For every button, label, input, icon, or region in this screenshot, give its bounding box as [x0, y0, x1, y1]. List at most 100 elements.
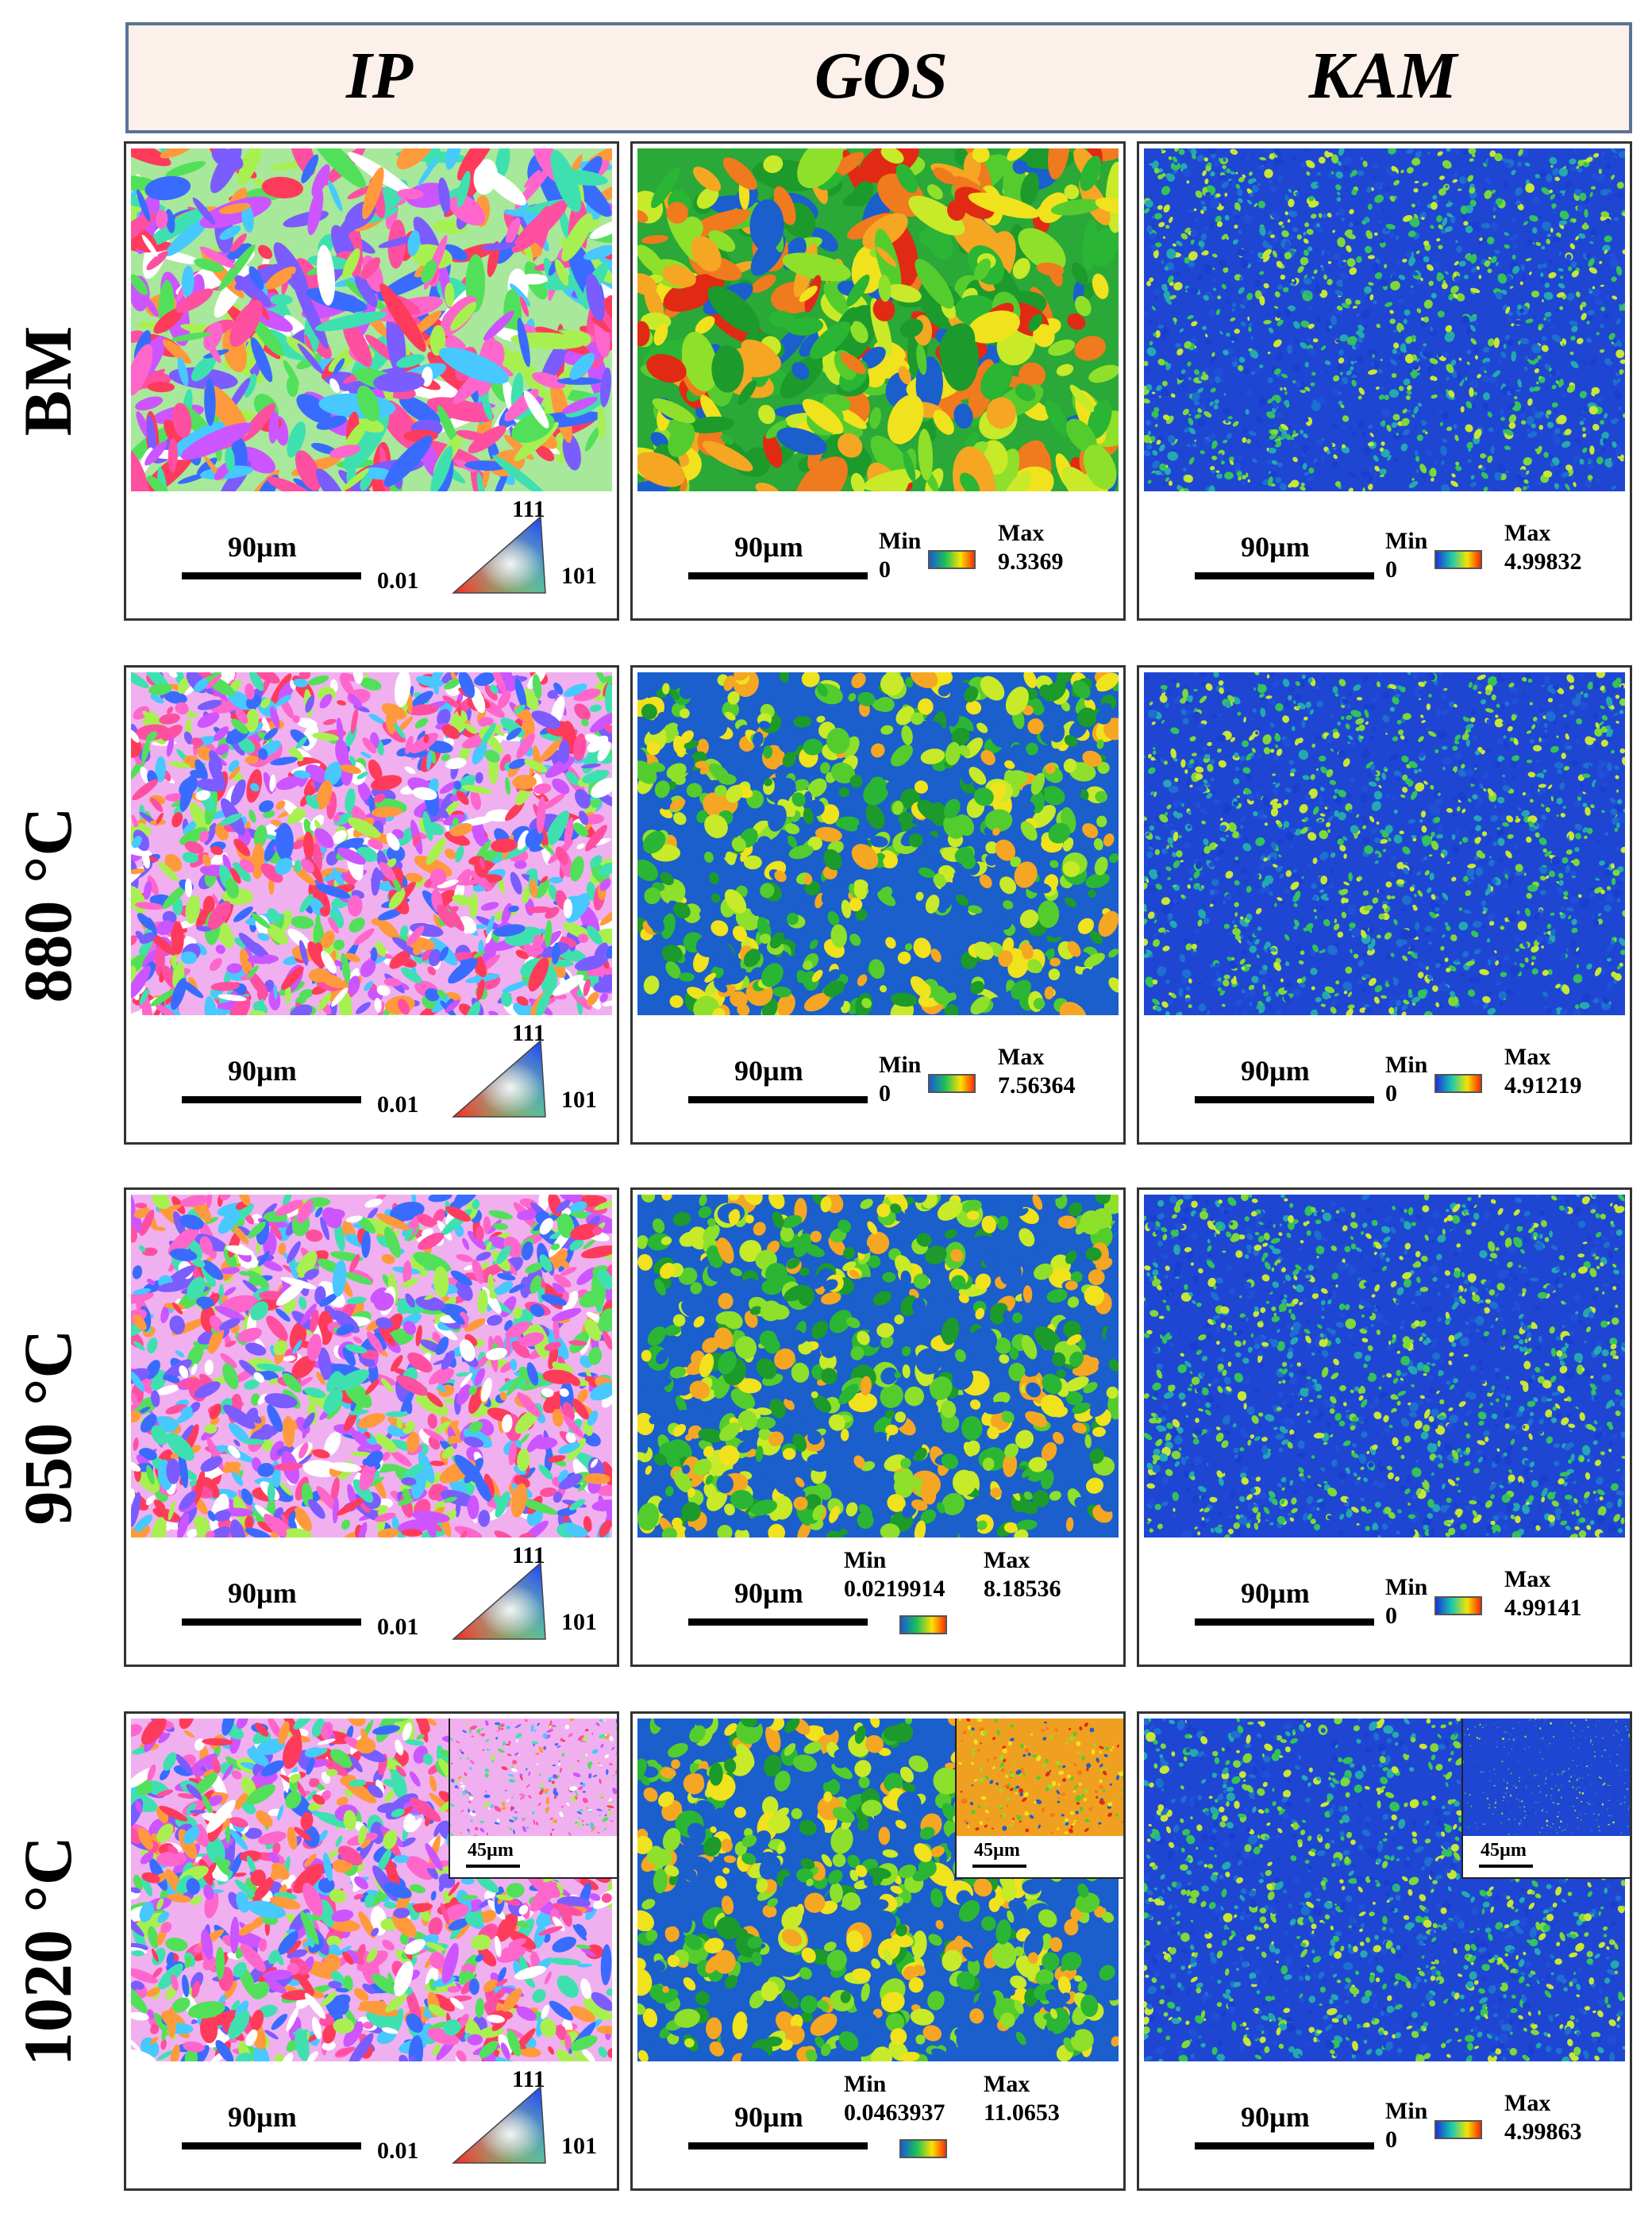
inset-scale-line	[1479, 1865, 1533, 1868]
scale-bar	[688, 1096, 868, 1103]
legend-max-value: 4.99832	[1504, 548, 1582, 575]
legend-min-value: 0.0219914	[844, 1576, 945, 1602]
scale-bar-label: 90µm	[1241, 1577, 1310, 1609]
scale-bar-label: 90µm	[228, 1055, 297, 1087]
legend-min-value: 0	[1385, 1080, 1397, 1106]
scale-bar	[688, 2142, 868, 2149]
inset-scale-bar: 45µm	[957, 1836, 1123, 1877]
zoomed-inset: 45µm	[955, 1718, 1123, 1879]
legend-max-value: 11.0653	[984, 2099, 1060, 2126]
inset-scale-label: 45µm	[974, 1840, 1020, 1861]
legend-max-value: 4.99141	[1504, 1595, 1582, 1621]
legend-max-title: Max	[998, 1044, 1045, 1070]
legend-min-title: Min	[1385, 1574, 1428, 1600]
zoomed-inset: 45µm	[1461, 1718, 1630, 1879]
color-scale-bar	[1434, 1596, 1482, 1615]
zoomed-inset-image	[450, 1718, 617, 1836]
color-scale-bar	[899, 2139, 947, 2158]
scale-bar	[1195, 572, 1374, 579]
inset-scale-bar: 45µm	[1463, 1836, 1630, 1877]
scale-bar	[1195, 2142, 1374, 2149]
legend-min-title: Min	[1385, 1052, 1428, 1078]
legend-min-value: 0	[879, 556, 891, 583]
legend-max-title: Max	[984, 1547, 1030, 1573]
gos-map-image	[637, 1195, 1119, 1538]
ipf-min-label: 0.01	[377, 568, 419, 594]
legend-min-title: Min	[879, 1052, 922, 1078]
scale-bar-label: 90µm	[734, 2101, 803, 2133]
inset-scale-label: 45µm	[1481, 1840, 1527, 1861]
inverse-pole-figure-triangle-icon	[452, 1561, 546, 1640]
legend-max-title: Max	[998, 520, 1045, 546]
color-scale-bar	[928, 550, 976, 569]
gos-map-panel: 90µm Min 0.0219914 Max 8.18536	[630, 1187, 1126, 1667]
legend-max-value: 4.91219	[1504, 1072, 1582, 1099]
kam-map-panel: 45µm 90µm Min 0 Max 4.99863	[1137, 1711, 1632, 2191]
gos-map-panel: 90µm Min 0 Max 7.56364	[630, 665, 1126, 1145]
legend-max-title: Max	[1504, 1044, 1551, 1070]
row-label-text: 880 °C	[10, 806, 86, 1003]
legend-min-title: Min	[844, 2071, 887, 2097]
ip-map-image	[131, 1195, 612, 1538]
legend-min-title: Min	[844, 1547, 887, 1573]
legend-max-value: 9.3369	[998, 548, 1064, 575]
scale-bar-label: 90µm	[734, 1577, 803, 1609]
legend-min-title: Min	[1385, 2098, 1428, 2124]
gos-map-image	[637, 148, 1119, 491]
inset-scale-line	[466, 1865, 520, 1868]
inverse-pole-figure-triangle-icon	[452, 2085, 546, 2164]
scale-bar	[182, 2142, 361, 2149]
ipf-min-label: 0.01	[377, 1614, 419, 1640]
kam-map-panel: 90µm Min 0 Max 4.91219	[1137, 665, 1632, 1145]
column-header-kam: KAM	[1308, 39, 1458, 113]
ip-map-image	[131, 148, 612, 491]
column-header-bar: IP GOS KAM	[125, 22, 1632, 133]
ip-map-panel: 90µm 0.01 111 101	[124, 1187, 619, 1667]
scale-bar	[688, 572, 868, 579]
legend-min-value: 0	[1385, 556, 1397, 583]
color-scale-bar	[928, 1074, 976, 1093]
kam-map-image	[1144, 672, 1625, 1015]
inset-scale-bar: 45µm	[450, 1836, 617, 1877]
scale-bar-label: 90µm	[228, 531, 297, 563]
column-header-ip: IP	[346, 39, 413, 113]
gos-map-image	[637, 672, 1119, 1015]
row-label-0: BM	[0, 141, 95, 621]
ipf-101-label: 101	[561, 1609, 597, 1635]
ipf-101-label: 101	[561, 1087, 597, 1113]
legend-min-title: Min	[879, 528, 922, 554]
color-scale-bar	[1434, 2120, 1482, 2139]
inverse-pole-figure-triangle-icon	[452, 1039, 546, 1118]
legend-min-value: 0	[1385, 1603, 1397, 1629]
scale-bar-label: 90µm	[228, 1577, 297, 1609]
ipf-101-label: 101	[561, 563, 597, 589]
legend-max-value: 8.18536	[984, 1576, 1061, 1602]
scale-bar-label: 90µm	[734, 1055, 803, 1087]
ipf-101-label: 101	[561, 2133, 597, 2159]
row-label-2: 950 °C	[0, 1187, 95, 1667]
kam-map-panel: 90µm Min 0 Max 4.99141	[1137, 1187, 1632, 1667]
row-label-text: BM	[10, 325, 86, 437]
gos-map-panel: 90µm Min 0 Max 9.3369	[630, 141, 1126, 621]
legend-min-value: 0.0463937	[844, 2099, 945, 2126]
gos-map-panel: 45µm 90µm Min 0.0463937 Max 11.0653	[630, 1711, 1126, 2191]
row-label-1: 880 °C	[0, 665, 95, 1145]
column-header-gos: GOS	[814, 39, 949, 113]
ip-map-panel: 90µm 0.01 111 101	[124, 665, 619, 1145]
inverse-pole-figure-triangle-icon	[452, 515, 546, 594]
ip-map-panel: 45µm 90µm 0.01 111 101	[124, 1711, 619, 2191]
zoomed-inset: 45µm	[449, 1718, 617, 1879]
kam-map-image: 45µm	[1144, 1718, 1630, 2061]
scale-bar	[688, 1618, 868, 1626]
row-label-3: 1020 °C	[0, 1711, 95, 2191]
gos-map-image: 45µm	[637, 1718, 1123, 2061]
scale-bar	[182, 572, 361, 579]
scale-bar	[182, 1618, 361, 1626]
zoomed-inset-image	[957, 1718, 1123, 1836]
legend-min-value: 0	[1385, 2126, 1397, 2153]
ipf-min-label: 0.01	[377, 1091, 419, 1118]
zoomed-inset-image	[1463, 1718, 1630, 1836]
ip-map-image: 45µm	[131, 1718, 617, 2061]
row-label-text: 950 °C	[10, 1329, 86, 1526]
legend-min-value: 0	[879, 1080, 891, 1106]
